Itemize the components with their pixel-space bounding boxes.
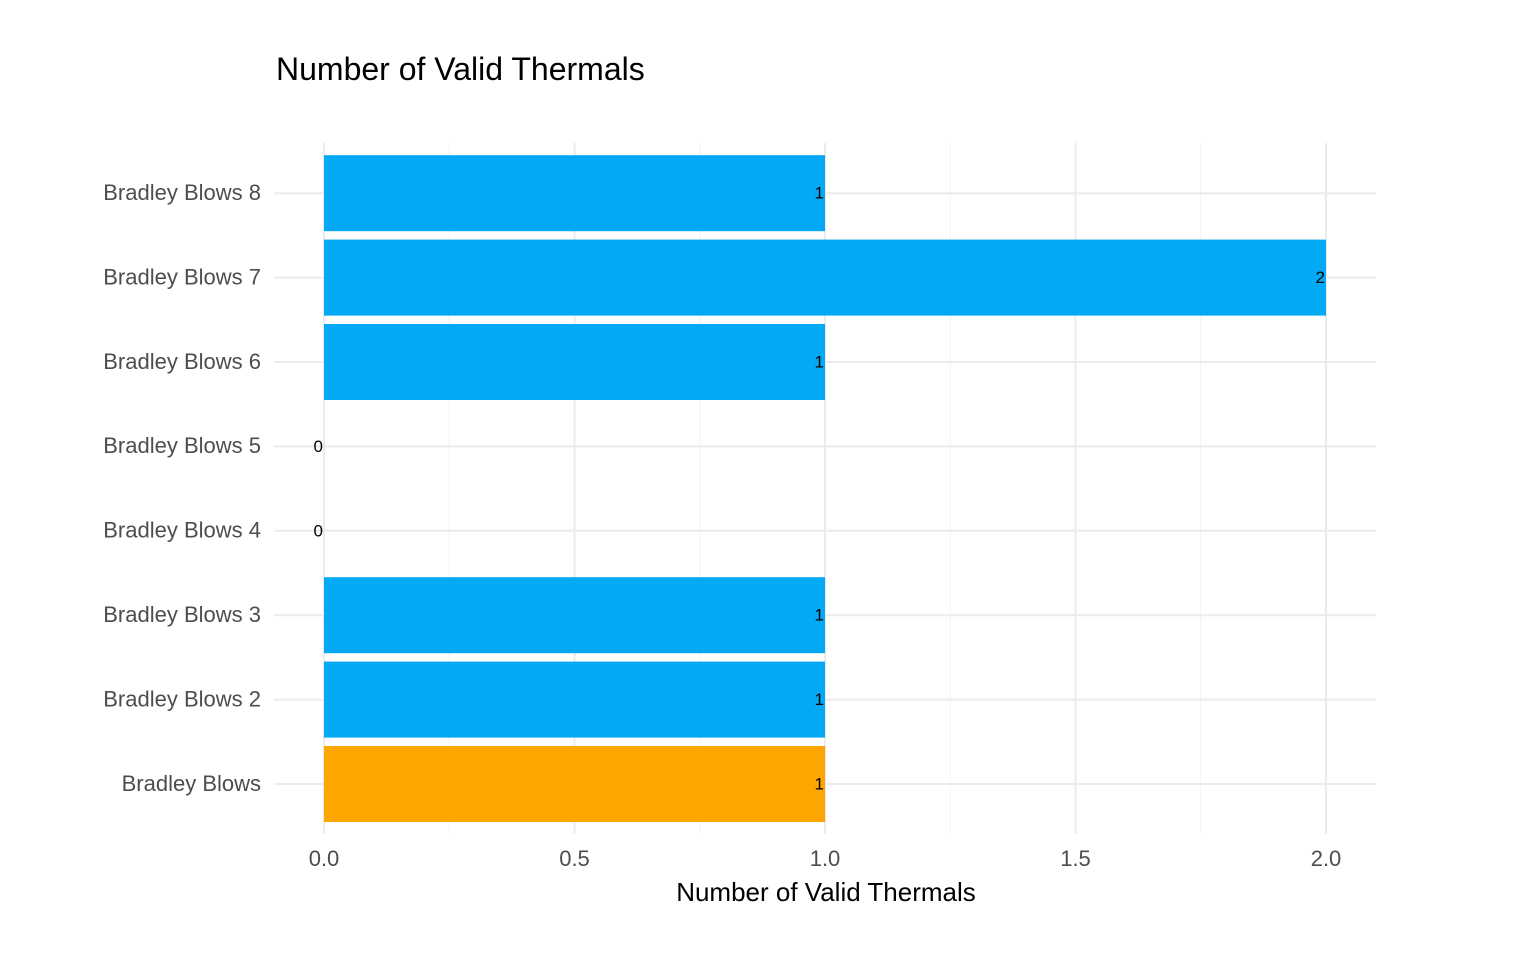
bar: [324, 661, 825, 738]
chart-title: Number of Valid Thermals: [276, 51, 645, 87]
x-tick-label: 2.0: [1311, 846, 1342, 871]
bar: [324, 746, 825, 822]
data-labels-group: 1 1 1 0 0 1 2 1: [314, 184, 1325, 794]
bars-group: [324, 155, 1326, 822]
data-label: 1: [815, 352, 824, 371]
data-label: 1: [815, 690, 824, 709]
bar: [324, 155, 825, 232]
y-tick-label: Bradley Blows 2: [103, 686, 261, 711]
x-axis-tick-labels: 0.0 0.5 1.0 1.5 2.0: [309, 846, 1342, 871]
data-label: 2: [1316, 268, 1325, 287]
data-label: 1: [815, 606, 824, 625]
data-label: 0: [314, 437, 323, 456]
bar: [324, 324, 825, 400]
y-axis-tick-labels: Bradley Blows Bradley Blows 2 Bradley Blow…: [103, 180, 261, 796]
bar: [324, 239, 1326, 316]
y-tick-label: Bradley Blows: [122, 771, 261, 796]
x-tick-label: 0.0: [309, 846, 340, 871]
data-label: 1: [815, 774, 824, 793]
y-tick-label: Bradley Blows 7: [103, 264, 261, 289]
y-tick-label: Bradley Blows 4: [103, 518, 261, 543]
x-axis-title: Number of Valid Thermals: [676, 877, 976, 907]
y-tick-label: Bradley Blows 6: [103, 349, 261, 374]
bar: [324, 577, 825, 654]
data-label: 1: [815, 184, 824, 203]
y-tick-label: Bradley Blows 8: [103, 180, 261, 205]
x-tick-label: 0.5: [559, 846, 590, 871]
x-tick-label: 1.5: [1060, 846, 1091, 871]
y-tick-label: Bradley Blows 3: [103, 602, 261, 627]
x-tick-label: 1.0: [810, 846, 841, 871]
data-label: 0: [314, 521, 323, 540]
y-tick-label: Bradley Blows 5: [103, 433, 261, 458]
